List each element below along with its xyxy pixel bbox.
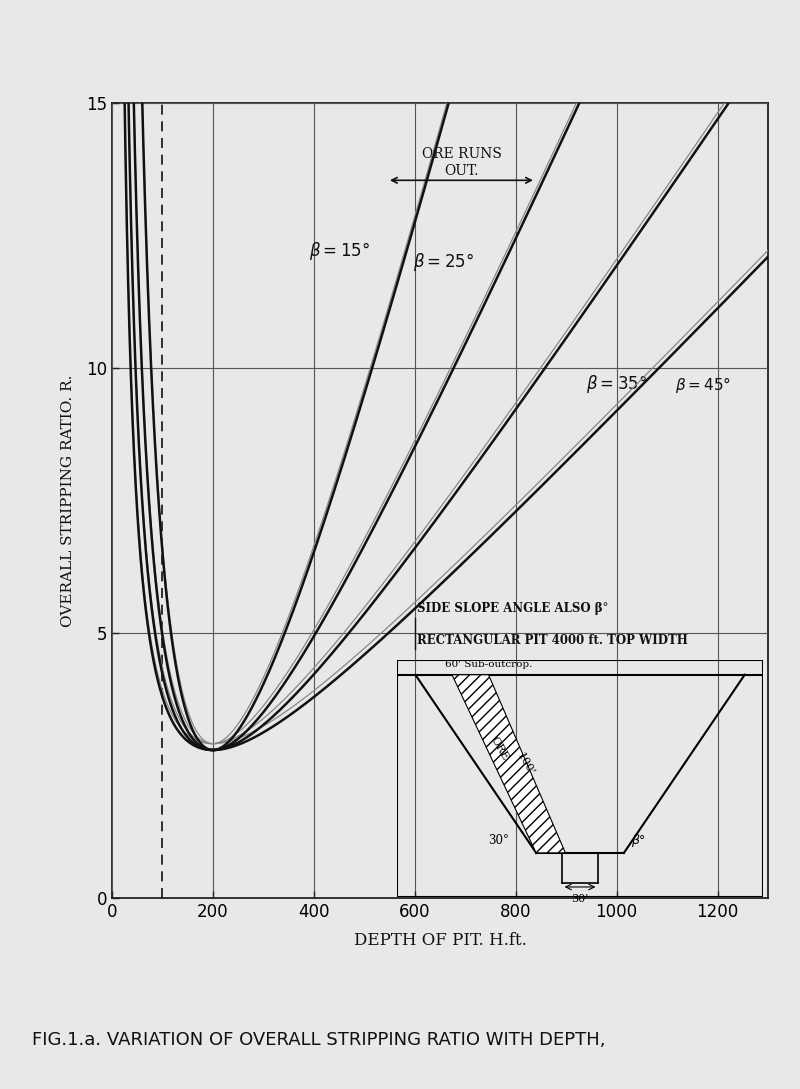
- Text: $\beta=25°$: $\beta=25°$: [413, 252, 474, 273]
- Text: $\beta=45°$: $\beta=45°$: [674, 375, 730, 395]
- Text: SIDE SLOPE ANGLE ALSO β°: SIDE SLOPE ANGLE ALSO β°: [418, 602, 609, 615]
- X-axis label: DEPTH OF PIT. H.ft.: DEPTH OF PIT. H.ft.: [354, 932, 526, 950]
- Polygon shape: [452, 675, 566, 853]
- Text: 60' Sub-outcrop.: 60' Sub-outcrop.: [445, 660, 532, 669]
- Text: $\beta=15°$: $\beta=15°$: [309, 241, 370, 262]
- Text: 100': 100': [514, 750, 536, 776]
- Y-axis label: OVERALL STRIPPING RATIO. R.: OVERALL STRIPPING RATIO. R.: [61, 375, 75, 627]
- Text: $\beta=35°$: $\beta=35°$: [586, 372, 647, 395]
- Text: 30': 30': [571, 894, 589, 904]
- Text: 30°: 30°: [489, 834, 510, 847]
- Text: ORE: ORE: [489, 735, 510, 762]
- Text: β°: β°: [631, 834, 646, 847]
- Text: ORE RUNS
OUT.: ORE RUNS OUT.: [422, 147, 502, 178]
- Text: RECTANGULAR PIT 4000 ft. TOP WIDTH: RECTANGULAR PIT 4000 ft. TOP WIDTH: [418, 634, 688, 647]
- Text: FIG.1.a. VARIATION OF OVERALL STRIPPING RATIO WITH DEPTH,: FIG.1.a. VARIATION OF OVERALL STRIPPING …: [32, 1031, 606, 1050]
